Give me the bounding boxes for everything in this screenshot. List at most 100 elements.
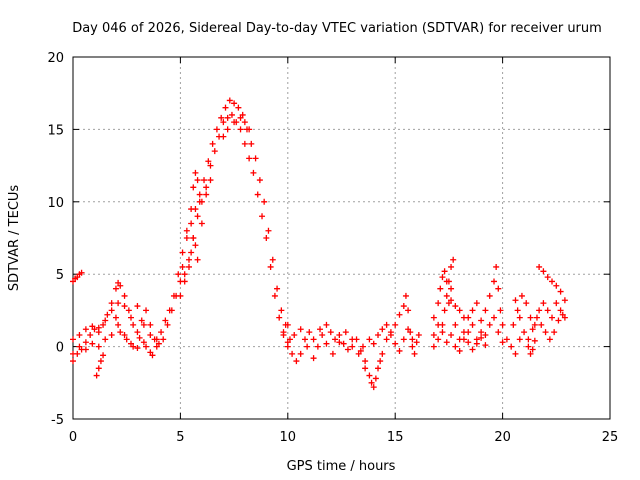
data-point (76, 343, 83, 350)
data-point (482, 332, 489, 339)
data-point (518, 292, 525, 299)
data-point (284, 343, 291, 350)
data-point (465, 329, 472, 336)
data-point (555, 317, 562, 324)
data-point (228, 111, 235, 118)
data-point (70, 350, 76, 357)
data-point (379, 326, 386, 333)
data-point (499, 321, 506, 328)
data-point (469, 321, 476, 328)
data-point (162, 317, 169, 324)
data-point (246, 155, 253, 162)
data-point (499, 339, 506, 346)
data-point (183, 235, 190, 241)
data-point (194, 256, 201, 263)
data-point (495, 285, 502, 292)
data-point (102, 336, 109, 343)
data-point (491, 314, 498, 321)
data-point (231, 100, 238, 107)
data-point (82, 346, 89, 353)
x-tick-label: 25 (602, 430, 619, 445)
data-point (140, 321, 147, 328)
data-point (377, 358, 384, 365)
data-point (289, 350, 296, 357)
data-point (514, 307, 521, 314)
data-point (265, 227, 272, 234)
data-point (117, 282, 124, 289)
data-point (123, 336, 130, 343)
data-point (181, 278, 188, 285)
data-point (70, 336, 76, 343)
data-point (465, 339, 472, 346)
data-point (553, 282, 560, 289)
data-point (452, 321, 459, 328)
chart-title: Day 046 of 2026, Sidereal Day-to-day VTE… (72, 21, 602, 36)
data-point (482, 342, 489, 349)
data-point (188, 206, 195, 213)
data-point (435, 321, 442, 328)
data-point (78, 269, 85, 276)
data-point (375, 365, 382, 372)
data-point (370, 340, 377, 347)
data-point (469, 307, 476, 314)
data-point (185, 256, 192, 263)
data-point (254, 191, 261, 198)
data-point (448, 297, 455, 304)
data-point (536, 307, 543, 314)
data-point (185, 263, 192, 270)
data-point (329, 350, 336, 357)
data-point (248, 140, 255, 147)
data-point (222, 104, 229, 111)
data-point (89, 323, 96, 330)
data-point (527, 314, 534, 321)
data-point (497, 307, 504, 314)
data-point (196, 191, 203, 198)
data-point (516, 336, 523, 343)
data-point (435, 336, 442, 343)
data-point (203, 184, 210, 191)
data-point (194, 213, 201, 220)
data-point (220, 133, 227, 140)
data-point (246, 126, 253, 133)
data-point (317, 326, 324, 333)
data-point (553, 300, 560, 307)
data-point (256, 177, 263, 184)
data-point (540, 268, 547, 275)
data-point (512, 350, 519, 357)
data-point (482, 307, 489, 314)
data-point (327, 329, 334, 336)
data-point (542, 329, 549, 336)
data-point (521, 329, 528, 336)
data-point (278, 307, 285, 314)
data-point (486, 292, 493, 299)
data-point (115, 300, 122, 307)
data-point (121, 303, 128, 310)
data-point (190, 235, 197, 241)
data-point (192, 242, 199, 249)
data-point (533, 314, 540, 321)
data-point (158, 329, 165, 336)
data-point (153, 343, 160, 350)
data-point (473, 300, 480, 307)
data-point (140, 339, 147, 346)
x-tick-label: 10 (280, 430, 297, 445)
data-point (179, 249, 186, 256)
data-point (209, 140, 216, 147)
data-point (194, 177, 201, 184)
data-point (396, 347, 403, 354)
y-tick-label: 5 (56, 268, 64, 283)
plot-frame (72, 56, 611, 420)
data-point (529, 326, 536, 333)
data-point (149, 352, 156, 359)
data-point (443, 278, 450, 285)
data-point (448, 332, 455, 339)
data-point (415, 332, 422, 339)
data-point (544, 274, 551, 281)
data-point (121, 292, 128, 299)
data-point (413, 339, 420, 346)
data-point (559, 311, 566, 318)
data-point (263, 235, 270, 241)
data-point (478, 334, 485, 341)
data-point (439, 329, 446, 336)
data-point (460, 314, 467, 321)
